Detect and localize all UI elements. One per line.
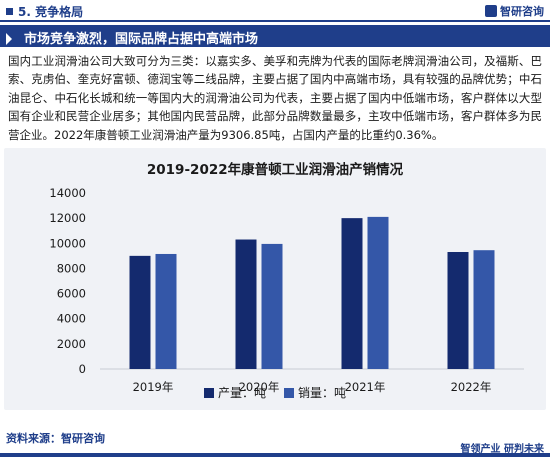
brand-logo: 智研咨询 — [485, 3, 544, 19]
headline-text: 市场竞争激烈，国际品牌占据中高端市场 — [24, 32, 259, 47]
bar-chart: 0 2000 4000 6000 8000 10000 12000 14000 2019年 202… — [49, 186, 524, 400]
source-note: 资料来源：智研咨询 — [6, 432, 105, 445]
top-divider — [0, 20, 550, 22]
bar-production — [447, 251, 469, 369]
x-tick-label: 2019年 — [133, 380, 174, 394]
slogan: 智领产业 研判未来 — [460, 444, 544, 455]
y-tick-label: 10000 — [49, 236, 86, 250]
brand-name: 智研咨询 — [500, 5, 544, 18]
section-label: 5. 竞争格局 — [6, 3, 83, 20]
headline-banner: 市场竞争激烈，国际品牌占据中高端市场 — [0, 25, 550, 47]
legend-swatch-production — [204, 388, 214, 398]
legend-swatch-sales — [284, 388, 294, 398]
section-text: 5. 竞争格局 — [18, 5, 84, 19]
y-tick-label: 8000 — [57, 261, 86, 275]
y-tick-label: 14000 — [49, 186, 86, 200]
y-tick-label: 4000 — [57, 312, 86, 326]
square-icon — [6, 8, 13, 15]
y-tick-label: 2000 — [57, 337, 86, 351]
x-tick-label: 2021年 — [345, 380, 386, 394]
x-tick-label: 2020年 — [239, 380, 280, 394]
y-tick-label: 12000 — [49, 211, 86, 225]
bar-sales — [473, 250, 495, 369]
bar-sales — [261, 243, 283, 369]
y-tick-label: 0 — [79, 362, 86, 376]
legend-label-sales: 销量：吨 — [298, 386, 346, 400]
bar-sales — [155, 253, 177, 369]
bar-production — [341, 218, 363, 369]
legend-label-production: 产量：吨 — [218, 386, 266, 400]
chart-panel: 2019-2022年康普顿工业润滑油产销情况 0 2000 4000 6000 8000… — [4, 148, 546, 410]
bar-production — [235, 239, 257, 369]
bottom-divider — [0, 453, 550, 457]
y-tick-label: 6000 — [57, 287, 86, 301]
logo-icon — [485, 5, 497, 17]
chart-title: 2019-2022年康普顿工业润滑油产销情况 — [146, 162, 404, 178]
body-paragraph: 国内工业润滑油公司大致可分为三类：以嘉实多、美孚和壳牌为代表的国际老牌润滑油公司… — [8, 54, 542, 142]
bar-production — [129, 255, 151, 369]
bar-sales — [367, 216, 389, 369]
x-tick-label: 2022年 — [451, 380, 492, 394]
top-bar: 5. 竞争格局 智研咨询 — [0, 0, 550, 22]
play-arrow-icon — [6, 30, 18, 45]
